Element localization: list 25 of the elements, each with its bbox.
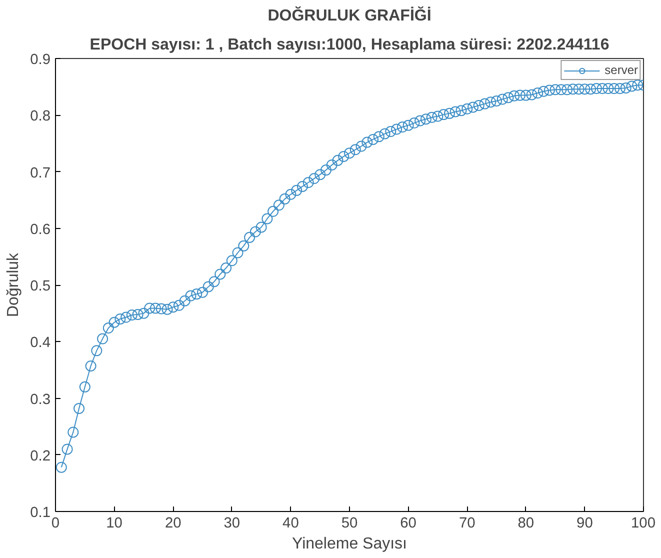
y-tick-label: 0.5 — [30, 278, 50, 294]
y-tick-label: 0.9 — [30, 52, 50, 68]
y-tick-label: 0.3 — [30, 392, 50, 408]
x-tick-label: 40 — [282, 516, 299, 532]
y-tick-label: 0.6 — [30, 222, 50, 238]
x-tick-label: 0 — [51, 516, 60, 532]
x-tick-label: 50 — [341, 516, 358, 532]
x-tick-label: 20 — [164, 516, 182, 532]
x-tick-label: 80 — [518, 516, 534, 532]
y-axis-title: Doğruluk — [5, 252, 22, 318]
x-tick-label: 10 — [106, 516, 122, 532]
y-tick-label: 0.8 — [30, 108, 50, 125]
legend-label: server — [604, 63, 638, 77]
y-tick-label: 0.7 — [30, 165, 50, 182]
x-tick-label: 30 — [224, 516, 240, 532]
x-axis-title: Yineleme Sayısı — [292, 536, 408, 552]
y-tick-label: 0.4 — [30, 335, 50, 352]
x-tick-label: 100 — [631, 516, 656, 532]
chart-title: DOĞRULUK GRAFİĞİ — [268, 6, 432, 24]
chart-subtitle: EPOCH sayısı: 1 , Batch sayısı:1000, Hesaplama süresi: 2202.244116 — [90, 36, 610, 54]
x-tick-label: 60 — [400, 516, 416, 532]
x-tick-label: 90 — [576, 516, 593, 532]
x-tick-label: 70 — [458, 516, 476, 532]
y-tick-label: 0.2 — [30, 448, 50, 464]
y-tick-label: 0.1 — [30, 505, 50, 521]
